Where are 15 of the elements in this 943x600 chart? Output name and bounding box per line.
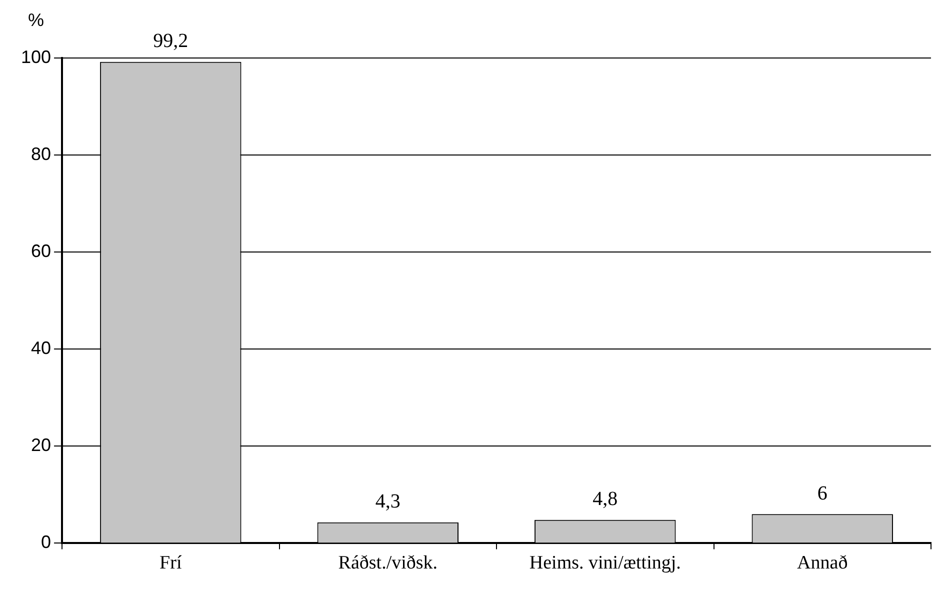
y-tick-label: 40	[31, 338, 52, 358]
y-tick-label: 60	[31, 241, 52, 262]
y-tick-label: 20	[31, 435, 52, 456]
y-axis-title: %	[28, 10, 44, 30]
y-tick-label: 0	[41, 532, 52, 552]
x-tick-label: Ráðst./viðsk.	[338, 552, 438, 574]
x-tick-label: Annað	[797, 552, 848, 574]
data-label: 99,2	[153, 30, 188, 52]
y-tick-label: 100	[20, 46, 52, 67]
x-tick-label: Frí	[160, 552, 182, 574]
y-tick-label: 80	[31, 144, 52, 164]
data-label: 6	[817, 482, 828, 504]
x-tick-label: Heims. vini/ættingj.	[529, 552, 681, 574]
data-label: 4,8	[592, 488, 618, 510]
data-label: 4,3	[375, 490, 400, 513]
